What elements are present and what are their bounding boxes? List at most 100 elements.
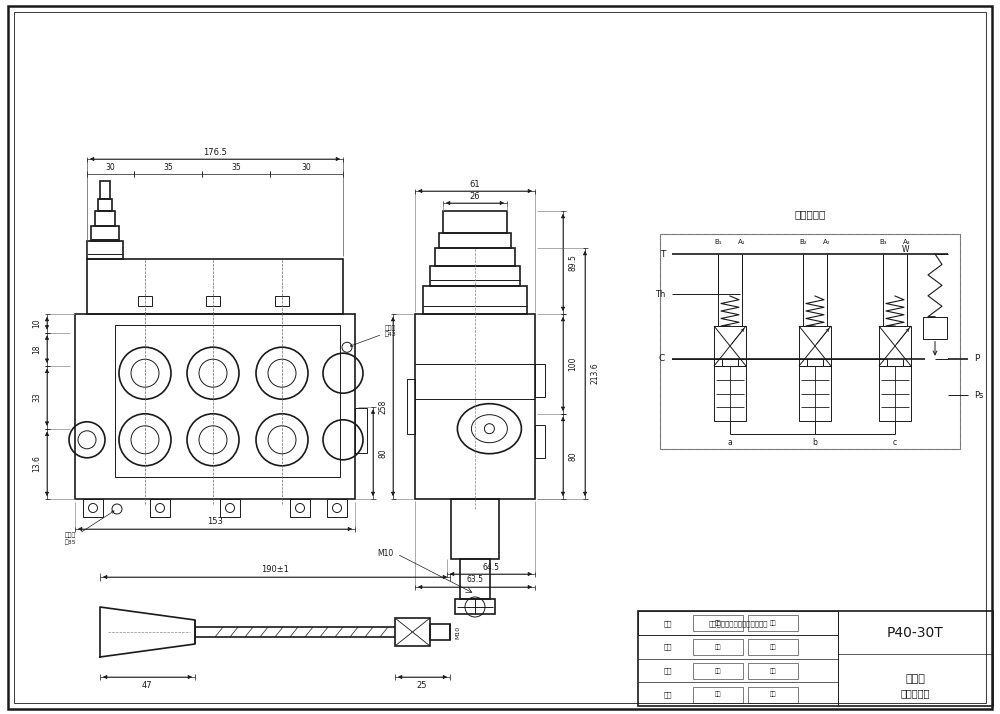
Text: W: W [901, 244, 909, 253]
Bar [290, 499, 310, 517]
Bar [748, 663, 798, 679]
Bar [206, 296, 220, 306]
Bar [799, 366, 831, 421]
Bar [660, 234, 960, 449]
Bar [638, 611, 838, 635]
Text: P: P [974, 354, 979, 363]
Text: Ps: Ps [974, 391, 983, 400]
Bar [879, 366, 911, 421]
Bar [451, 499, 499, 559]
Text: Th: Th [655, 289, 665, 298]
Text: A₃: A₃ [903, 239, 911, 245]
Text: 液压原理图: 液压原理图 [794, 209, 826, 219]
Bar [748, 687, 798, 703]
Text: 30: 30 [106, 163, 115, 171]
Text: 贵州永贵中能液压科技有限公司: 贵州永贵中能液压科技有限公司 [708, 620, 768, 627]
Bar [430, 266, 520, 286]
Bar [407, 378, 415, 434]
Text: 100: 100 [568, 357, 578, 371]
Bar [439, 233, 511, 248]
Text: b: b [813, 438, 817, 446]
Bar [443, 211, 507, 233]
Text: P40-30T: P40-30T [887, 626, 943, 640]
Bar [535, 425, 545, 458]
Text: A₁: A₁ [738, 239, 746, 245]
Bar [638, 611, 993, 706]
Text: 日期: 日期 [770, 620, 776, 626]
Text: 签名: 签名 [715, 620, 721, 626]
Text: 64.5: 64.5 [483, 563, 500, 571]
Text: 日期: 日期 [770, 668, 776, 673]
Text: 89.5: 89.5 [568, 254, 578, 271]
Bar [714, 366, 746, 421]
Text: 制图: 制图 [664, 644, 672, 650]
Bar [220, 499, 240, 517]
Bar [455, 599, 495, 614]
Bar [435, 248, 515, 266]
Text: 多路阀: 多路阀 [905, 675, 925, 685]
Bar [98, 199, 112, 211]
Bar [395, 618, 430, 646]
Text: 日期: 日期 [664, 691, 672, 698]
Text: 签名: 签名 [715, 692, 721, 698]
Bar [75, 314, 355, 499]
Text: 26: 26 [470, 191, 480, 201]
Text: 小堆孔
高35: 小堆孔 高35 [65, 511, 114, 545]
Text: B₂: B₂ [799, 239, 807, 245]
Bar [799, 326, 831, 366]
Bar [327, 499, 347, 517]
Bar [535, 364, 545, 397]
Text: 258: 258 [379, 399, 388, 413]
Bar [150, 499, 170, 517]
Bar [748, 615, 798, 631]
Text: 13.6: 13.6 [33, 456, 42, 472]
Text: 外型尺寸图: 外型尺寸图 [900, 688, 930, 699]
Bar [95, 211, 115, 226]
Text: 日期: 日期 [770, 644, 776, 650]
Text: B₃: B₃ [879, 239, 887, 245]
Text: 30: 30 [302, 163, 311, 171]
Text: 10: 10 [33, 318, 42, 328]
Text: 审核: 审核 [664, 668, 672, 674]
Bar [355, 408, 367, 453]
Text: 47: 47 [142, 680, 152, 690]
Bar [693, 615, 743, 631]
Bar [748, 639, 798, 655]
Bar [460, 559, 490, 599]
Bar [430, 624, 450, 640]
Bar [693, 639, 743, 655]
Text: 18: 18 [33, 344, 42, 354]
Text: 61: 61 [470, 179, 480, 188]
Bar [91, 226, 119, 241]
Text: C: C [659, 354, 665, 363]
Text: 签名: 签名 [715, 644, 721, 650]
Text: a: a [728, 438, 732, 446]
Bar [138, 296, 152, 306]
Bar [693, 663, 743, 679]
Text: 小堆孔
高43: 小堆孔 高43 [350, 325, 397, 346]
Bar [87, 241, 123, 259]
Text: M10: M10 [377, 550, 393, 558]
Bar [693, 687, 743, 703]
Bar [714, 326, 746, 366]
Text: 213.6: 213.6 [590, 363, 600, 384]
Text: 63.5: 63.5 [467, 575, 484, 585]
Text: B₁: B₁ [714, 239, 722, 245]
Bar [87, 259, 343, 314]
Text: A₂: A₂ [823, 239, 831, 245]
Text: M10: M10 [456, 625, 461, 638]
Text: T: T [660, 249, 665, 258]
Text: 153: 153 [207, 518, 223, 526]
Bar [275, 296, 289, 306]
Bar [100, 181, 110, 199]
Bar [115, 325, 340, 477]
Text: 设计: 设计 [664, 620, 672, 627]
Text: c: c [893, 438, 897, 446]
Bar [415, 314, 535, 499]
Text: 176.5: 176.5 [203, 148, 227, 156]
Bar [923, 317, 947, 338]
Text: 日期: 日期 [770, 692, 776, 698]
Text: 80: 80 [379, 448, 388, 458]
Text: 190±1: 190±1 [261, 565, 289, 573]
Bar [879, 326, 911, 366]
